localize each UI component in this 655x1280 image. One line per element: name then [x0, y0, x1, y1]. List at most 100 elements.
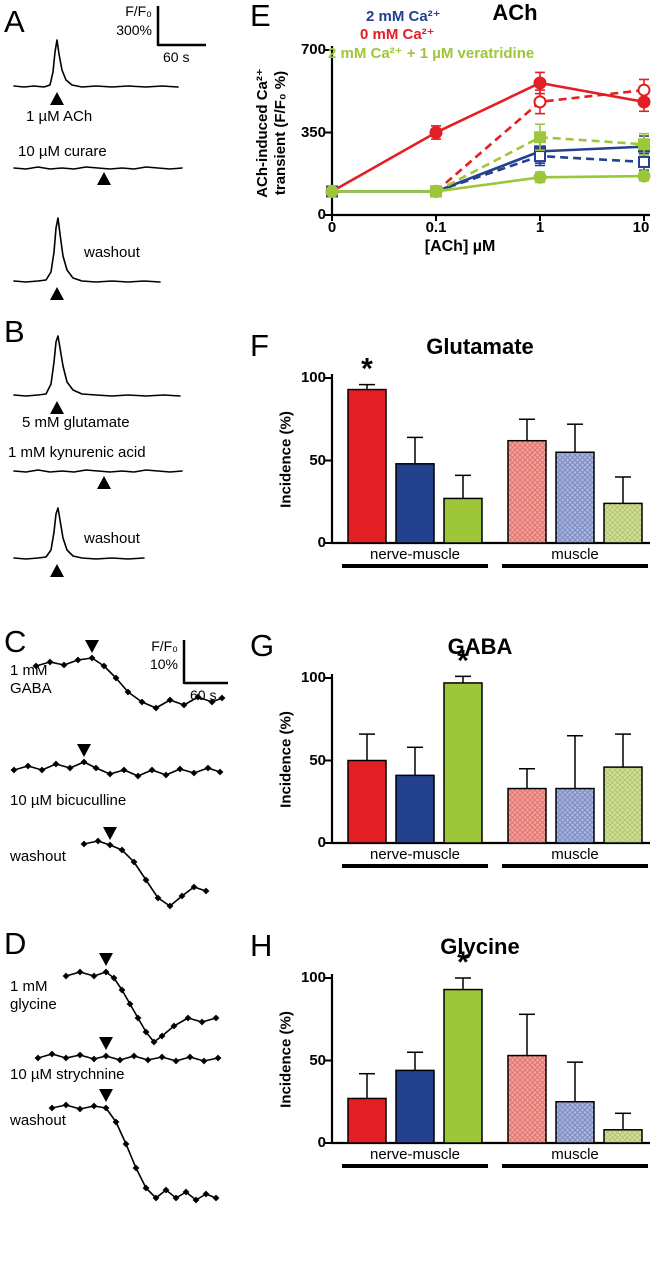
trace-label-glycine: glycine	[10, 996, 57, 1013]
panel-a-letter: A	[4, 4, 25, 39]
data-point-diamond	[38, 766, 46, 774]
bar-gaba-4	[555, 787, 595, 844]
panel-a-traces	[13, 6, 206, 300]
data-point-diamond	[130, 858, 138, 866]
data-point-diamond	[212, 1194, 220, 1202]
series	[429, 78, 651, 198]
trace-ach-washout	[13, 217, 161, 300]
group-label-muscle: muscle	[551, 1146, 599, 1163]
marker-circle	[533, 76, 547, 90]
panel-d-letter: D	[4, 926, 27, 961]
data-point-diamond	[32, 662, 40, 670]
x-axis-label-ach: [ACh] µM	[424, 238, 496, 255]
chart-title-glutamate: Glutamate	[426, 334, 534, 359]
panel-f-letter: F	[250, 328, 269, 363]
bar-gaba-3	[507, 787, 547, 844]
trace-curare	[13, 166, 183, 185]
trace-label-glycine-conc: 1 mM	[10, 978, 48, 995]
data-point-diamond	[76, 1051, 84, 1059]
trace-bicuculline	[10, 744, 224, 780]
x-tick-0: 0	[327, 219, 337, 236]
bar-glutamate-1	[395, 463, 435, 544]
data-point-diamond	[134, 1014, 142, 1022]
data-point-diamond	[122, 1140, 130, 1148]
group-underline-nerve-muscle	[342, 864, 488, 868]
data-point-diamond	[202, 887, 210, 895]
application-arrowhead-icon	[99, 1037, 113, 1050]
bar-glycine-4	[555, 1101, 595, 1144]
group-label-muscle: muscle	[551, 846, 599, 863]
data-point-diamond	[180, 701, 188, 709]
trace-label-gaba: GABA	[10, 680, 52, 697]
group-underline-nerve-muscle	[342, 1164, 488, 1168]
x-tick-1: 1	[535, 219, 545, 236]
data-point-diamond	[158, 1032, 166, 1040]
data-point-diamond	[10, 766, 18, 774]
chart-title-ach: ACh	[492, 0, 538, 25]
data-point-diamond	[204, 764, 212, 772]
group-label-muscle: muscle	[551, 546, 599, 563]
data-point-diamond	[142, 1028, 150, 1036]
data-point-diamond	[152, 1194, 160, 1202]
data-point-diamond	[46, 658, 54, 666]
data-point-diamond	[66, 764, 74, 772]
axes	[330, 46, 650, 217]
y-axis-label-ach: ACh-induced Ca²⁺ transient (F/F₀ %)	[254, 42, 292, 224]
data-point-diamond	[186, 1053, 194, 1061]
application-arrowhead-icon	[50, 401, 64, 414]
y-tick-0: 0	[317, 534, 326, 551]
bar-glutamate-2	[443, 497, 483, 544]
data-point-diamond	[102, 1052, 110, 1060]
data-point-diamond	[162, 1186, 170, 1194]
legend-veratridine: 2 mM Ca²⁺ + 1 µM veratridine	[328, 45, 535, 62]
data-point-diamond	[90, 1102, 98, 1110]
group-underline-muscle	[502, 864, 648, 868]
trace-gaba	[32, 640, 226, 712]
panel-c-letter: C	[4, 624, 27, 659]
data-point-diamond	[172, 1057, 180, 1065]
group-label-nerve-muscle: nerve-muscle	[369, 546, 461, 563]
trace-label-gaba-washout: washout	[10, 848, 66, 865]
data-point-diamond	[166, 696, 174, 704]
bar-glutamate-5	[603, 502, 643, 544]
data-point-diamond	[24, 762, 32, 770]
data-point-diamond	[120, 766, 128, 774]
scalebar-amplitude-label: 300%	[116, 22, 152, 38]
panel-h-letter: H	[250, 928, 273, 963]
trace-gaba-washout	[80, 827, 210, 910]
group-underline-nerve-muscle	[342, 564, 488, 568]
data-point-diamond	[190, 769, 198, 777]
trace-label-bicuculline: 10 µM bicuculline	[10, 792, 127, 809]
y-tick-700: 700	[300, 41, 326, 58]
panel-b-letter: B	[4, 314, 25, 349]
data-point-diamond	[216, 768, 224, 776]
data-point-diamond	[172, 1194, 180, 1202]
data-point-diamond	[158, 1053, 166, 1061]
trace-glutamate	[13, 335, 181, 414]
y-tick-0: 0	[317, 834, 326, 851]
chart-ach	[325, 46, 651, 221]
marker-square	[534, 150, 546, 163]
data-point-diamond	[90, 972, 98, 980]
data-point-diamond	[88, 654, 96, 662]
data-point-diamond	[218, 694, 226, 702]
data-point-diamond	[52, 760, 60, 768]
data-point-diamond	[94, 837, 102, 845]
bar-glutamate-0	[347, 388, 387, 544]
data-point-diamond	[154, 894, 162, 902]
scalebar-time-label: 60 s	[190, 687, 217, 703]
data-point-diamond	[152, 704, 160, 712]
y-tick-50: 50	[309, 752, 326, 769]
data-point-diamond	[182, 1188, 190, 1196]
data-point-diamond	[212, 1014, 220, 1022]
data-point-diamond	[48, 1050, 56, 1058]
significance-star: *	[457, 946, 469, 979]
significance-star: *	[361, 353, 373, 386]
data-point-diamond	[176, 765, 184, 773]
bar-glycine-1	[395, 1069, 435, 1144]
data-point-diamond	[80, 840, 88, 848]
data-point-diamond	[132, 1164, 140, 1172]
y-tick-0: 0	[317, 1134, 326, 1151]
data-point-diamond	[102, 968, 110, 976]
